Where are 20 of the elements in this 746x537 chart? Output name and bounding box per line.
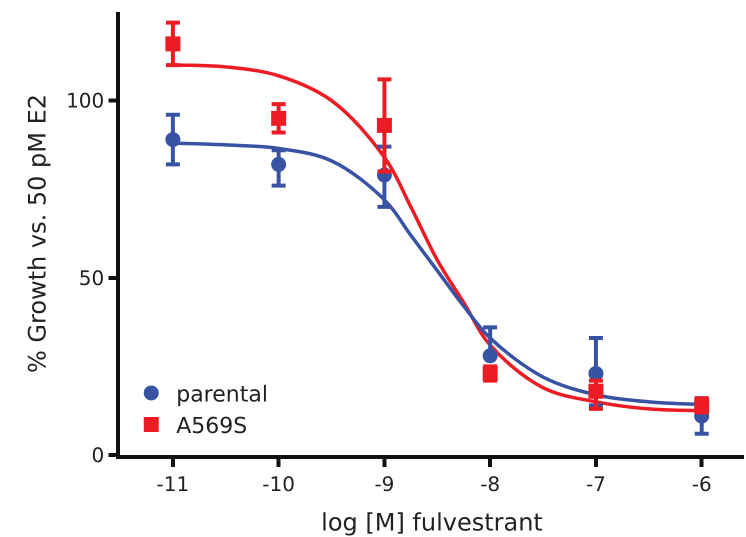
x-tick-label: -9 bbox=[374, 472, 394, 496]
point bbox=[482, 348, 498, 364]
x-tick-label: -6 bbox=[692, 472, 712, 496]
x-tick-label: -8 bbox=[480, 472, 500, 496]
y-axis-title: % Growth vs. 50 pM E2 bbox=[24, 94, 52, 374]
x-tick-label: -11 bbox=[156, 472, 190, 496]
legend-label: parental bbox=[176, 382, 268, 408]
y-tick-label: 100 bbox=[66, 88, 104, 113]
point bbox=[376, 118, 392, 133]
point bbox=[271, 156, 286, 172]
legend-label: A569S bbox=[176, 414, 248, 440]
point bbox=[165, 36, 180, 52]
x-axis-title: log [M] fulvestrant bbox=[321, 508, 543, 537]
x-tick-label: -10 bbox=[262, 472, 295, 496]
y-tick-label: 0 bbox=[92, 443, 104, 467]
x-tick-label: -7 bbox=[586, 472, 606, 496]
y-tick-label: 50 bbox=[78, 266, 104, 290]
point bbox=[165, 132, 180, 148]
point bbox=[271, 110, 286, 126]
point bbox=[588, 384, 604, 399]
